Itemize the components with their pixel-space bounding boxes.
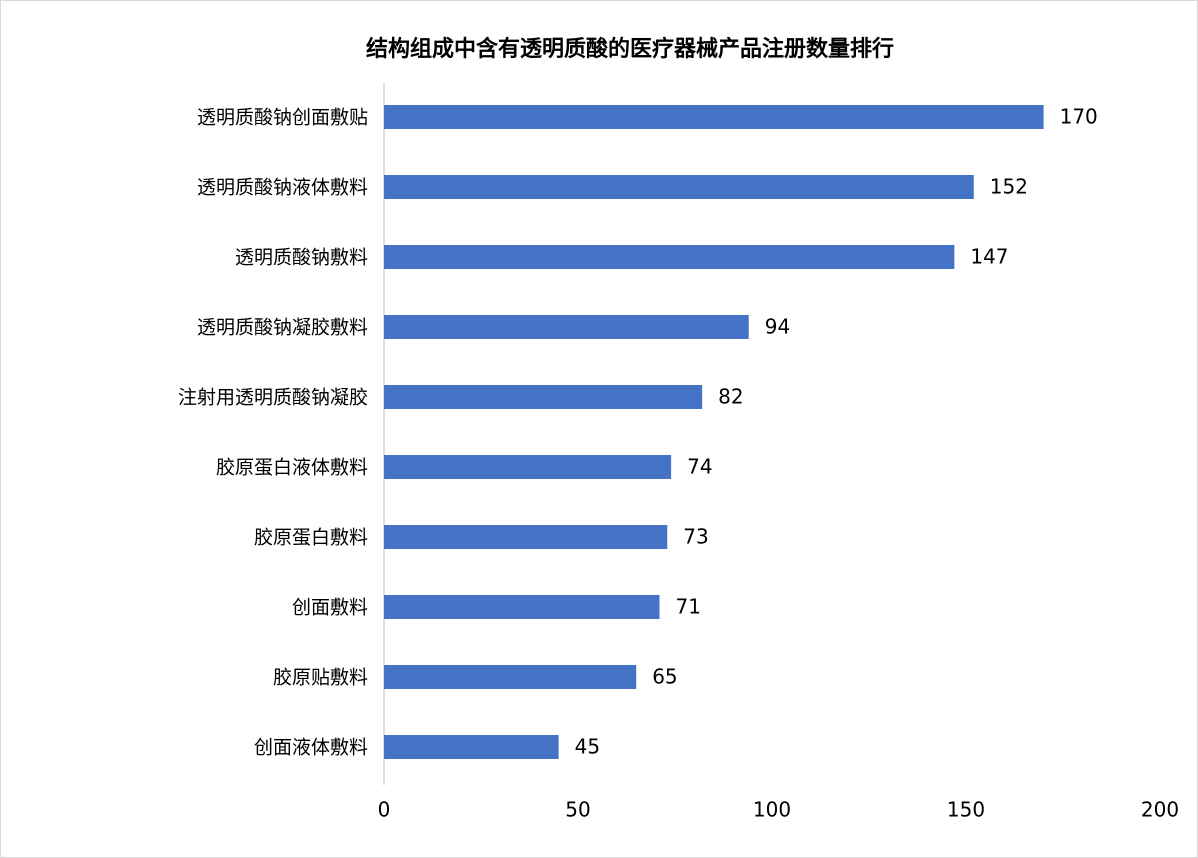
y-tick-label: 胶原蛋白敷料 <box>254 527 368 549</box>
y-tick-label: 胶原蛋白液体敷料 <box>216 457 368 479</box>
value-label: 73 <box>683 525 708 549</box>
y-tick-label: 透明质酸钠创面敷贴 <box>197 107 368 129</box>
value-label: 152 <box>990 175 1028 199</box>
value-label: 65 <box>652 665 677 689</box>
bar <box>384 525 668 549</box>
bar <box>384 385 703 409</box>
x-tick-label: 50 <box>565 798 590 822</box>
x-tick-label: 0 <box>378 798 391 822</box>
value-label: 170 <box>1060 105 1098 129</box>
y-tick-label: 胶原贴敷料 <box>273 667 368 689</box>
value-label: 74 <box>687 455 712 479</box>
chart-title: 结构组成中含有透明质酸的医疗器械产品注册数量排行 <box>366 36 894 62</box>
y-tick-label: 创面敷料 <box>292 597 368 619</box>
bar <box>384 735 559 759</box>
bar <box>384 105 1044 129</box>
bar <box>384 245 955 269</box>
x-tick-label: 150 <box>947 798 985 822</box>
bar <box>384 315 749 339</box>
bar <box>384 455 672 479</box>
x-tick-label: 100 <box>753 798 791 822</box>
value-label: 82 <box>718 385 743 409</box>
y-tick-label: 透明质酸钠凝胶敷料 <box>197 317 368 339</box>
value-label: 71 <box>675 595 700 619</box>
x-tick-label: 200 <box>1141 798 1179 822</box>
y-tick-label: 创面液体敷料 <box>254 737 368 759</box>
y-tick-label: 透明质酸钠液体敷料 <box>197 177 368 199</box>
y-tick-label: 注射用透明质酸钠凝胶 <box>178 387 368 409</box>
bar <box>384 665 637 689</box>
value-label: 94 <box>765 315 790 339</box>
bar <box>384 175 974 199</box>
value-label: 45 <box>575 735 600 759</box>
y-tick-label: 透明质酸钠敷料 <box>235 247 368 269</box>
value-label: 147 <box>970 245 1008 269</box>
bar <box>384 595 660 619</box>
